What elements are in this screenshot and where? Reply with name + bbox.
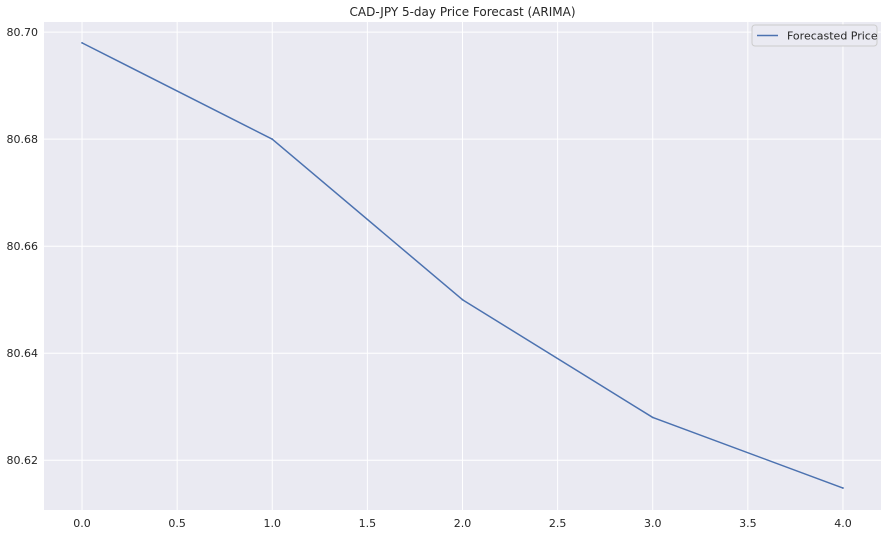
legend-label: Forecasted Price (787, 30, 878, 43)
data-point (651, 416, 654, 419)
y-tick-label: 80.66 (7, 240, 39, 253)
y-tick-label: 80.62 (7, 454, 39, 467)
data-point (461, 298, 464, 301)
x-tick-label: 2.5 (549, 517, 567, 530)
x-tick-label: 4.0 (834, 517, 852, 530)
x-tick-label: 3.0 (644, 517, 662, 530)
x-tick-label: 1.5 (359, 517, 377, 530)
chart-title: CAD-JPY 5-day Price Forecast (ARIMA) (349, 5, 575, 19)
y-tick-label: 80.70 (7, 26, 39, 39)
data-point (842, 487, 844, 489)
x-tick-label: 0.0 (73, 517, 91, 530)
x-tick-label: 1.0 (264, 517, 282, 530)
x-tick-label: 0.5 (168, 517, 186, 530)
x-tick-label: 2.0 (454, 517, 472, 530)
y-tick-label: 80.64 (7, 347, 39, 360)
data-point (271, 138, 274, 141)
y-axis-ticks: 80.62 80.64 80.66 80.68 80.70 (7, 26, 39, 467)
data-point (81, 41, 83, 44)
x-tick-label: 3.5 (739, 517, 757, 530)
grid-lines (44, 22, 881, 510)
legend-box (751, 24, 878, 47)
x-axis-ticks: 0.0 0.5 1.0 1.5 2.0 2.5 3.0 3.5 4.0 (73, 517, 851, 530)
y-tick-label: 80.68 (7, 133, 39, 146)
legend: Forecasted Price (751, 24, 878, 47)
series-group (81, 41, 844, 489)
